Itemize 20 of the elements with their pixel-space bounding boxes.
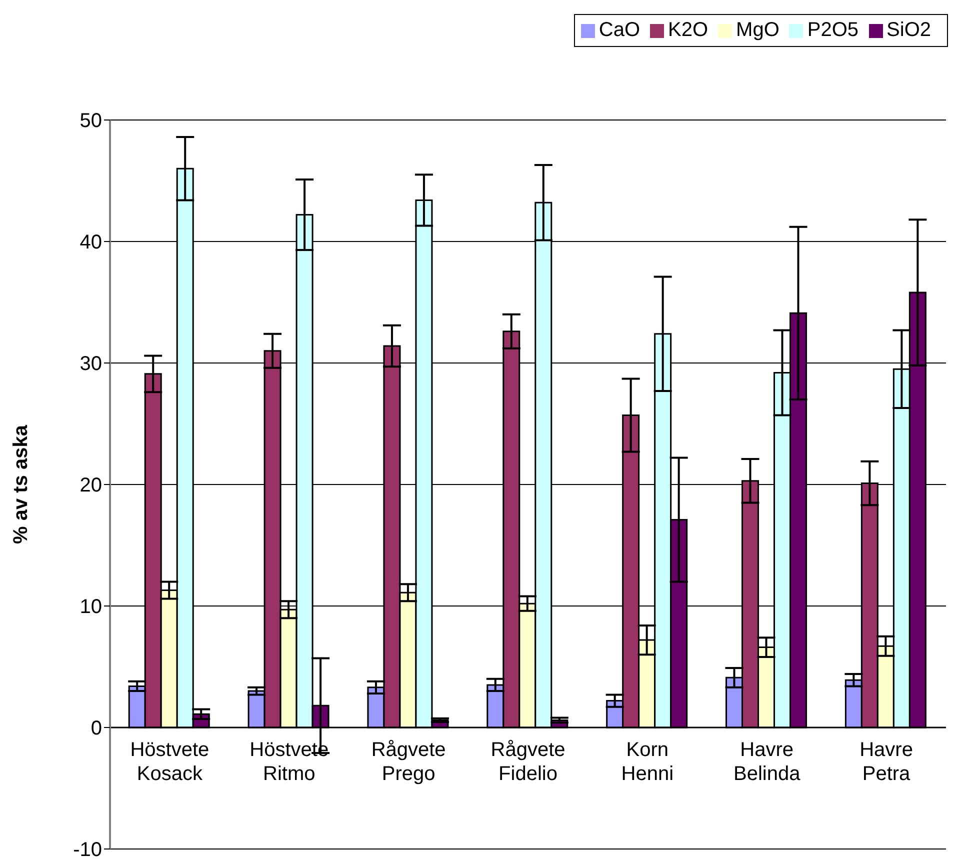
x-tick-label: Rågvete Fidelio <box>490 738 566 785</box>
y-tick-label: 30 <box>80 353 102 376</box>
x-tick-label: Havre Petra <box>860 738 913 785</box>
y-axis-title: % av ts aska <box>10 424 32 544</box>
x-tick-label: Havre Belinda <box>734 738 802 785</box>
y-tick-label: 10 <box>80 596 102 618</box>
y-tick-label: 20 <box>80 474 102 497</box>
x-tick-label: Höstvete Ritmo <box>250 738 329 785</box>
y-tick-label: 50 <box>80 110 102 132</box>
legend-label: CaO <box>598 19 640 41</box>
legend-label: MgO <box>736 19 780 41</box>
x-tick-label: Korn Henni <box>621 738 674 785</box>
legend-label: SiO2 <box>886 19 931 41</box>
legend-label: P2O5 <box>807 19 859 41</box>
y-tick-label: 40 <box>80 232 102 254</box>
x-tick-label: Höstvete Kosack <box>130 738 210 785</box>
x-tick-label: Rågvete Prego <box>371 738 446 785</box>
legend-label: K2O <box>668 19 708 41</box>
y-tick-label: -10 <box>73 839 102 859</box>
y-tick-label: 0 <box>90 718 102 740</box>
